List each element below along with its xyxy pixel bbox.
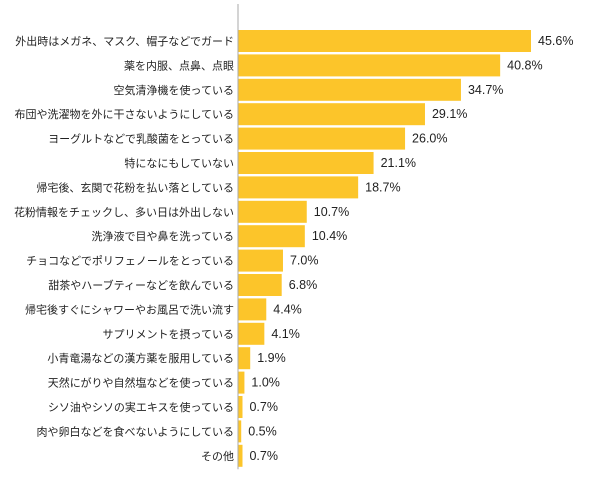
bar-14: [238, 347, 251, 370]
category-label: 小青竜湯などの漢方薬を服用している: [47, 351, 234, 365]
category-labels: 外出時はメガネ、マスク、帽子などでガード薬を内服、点鼻、点眼空気清浄機を使ってい…: [14, 34, 234, 463]
value-label: 10.4%: [312, 229, 347, 243]
category-label: 布団や洗濯物を外に干さないようにしている: [15, 107, 234, 121]
category-label: 空気清浄機を使っている: [114, 83, 234, 97]
category-label: 天然にがりや自然塩などを使っている: [48, 376, 234, 390]
category-label: 肉や卵白などを食べないようにしている: [37, 424, 234, 438]
bar-7: [238, 176, 359, 199]
value-label: 4.1%: [271, 327, 300, 341]
bar-15: [238, 371, 245, 394]
category-label: 花粉情報をチェックし、多い日は外出しない: [14, 205, 234, 219]
value-label: 34.7%: [468, 83, 503, 97]
value-label: 1.0%: [251, 376, 280, 390]
bar-6: [238, 152, 374, 174]
category-label: 外出時はメガネ、マスク、帽子などでガード: [15, 34, 234, 48]
value-label: 0.7%: [249, 449, 278, 463]
category-label: 洗浄液で目や鼻を洗っている: [92, 229, 234, 243]
value-label: 26.0%: [412, 132, 447, 146]
category-label: その他: [201, 450, 234, 463]
category-label: ヨーグルトなどで乳酸菌をとっている: [48, 132, 234, 146]
value-label: 1.9%: [257, 351, 286, 365]
category-label: 薬を内服、点鼻、点眼: [124, 58, 234, 72]
bar-9: [238, 225, 305, 248]
category-label: チョコなどでポリフェノールをとっている: [26, 255, 234, 268]
bar-1: [238, 30, 531, 52]
value-label: 45.6%: [538, 34, 573, 48]
bar-16: [238, 396, 243, 418]
bar-4: [238, 103, 425, 126]
category-label: サプリメントを摂っている: [103, 327, 234, 341]
bars-group: [238, 30, 531, 467]
bar-17: [238, 420, 242, 443]
value-label: 21.1%: [381, 156, 416, 170]
bar-5: [238, 127, 406, 150]
category-label: 甜茶やハーブティーなどを飲んでいる: [48, 278, 234, 292]
bar-18: [238, 444, 243, 467]
bar-2: [238, 54, 501, 77]
value-label: 40.8%: [507, 58, 542, 72]
bar-8: [238, 200, 307, 223]
category-label: 帰宅後すぐにシャワーやお風呂で洗い流す: [25, 302, 234, 316]
bar-11: [238, 274, 282, 296]
value-label: 29.1%: [432, 107, 467, 121]
value-label: 4.4%: [273, 302, 302, 316]
value-label: 18.7%: [365, 180, 400, 194]
value-label: 6.8%: [289, 278, 318, 292]
category-label: 帰宅後、玄関で花粉を払い落としている: [36, 180, 234, 194]
bar-10: [238, 249, 283, 272]
value-label: 7.0%: [290, 254, 319, 268]
value-label: 0.5%: [248, 424, 276, 438]
bar-13: [238, 322, 265, 345]
value-label: 10.7%: [314, 205, 349, 219]
category-label: シソ油やシソの実エキスを使っている: [48, 400, 234, 414]
bar-3: [238, 78, 461, 101]
value-labels: 45.6% 40.8% 34.7%29.1% 26.0% 21.1% 18.7% 10.7%…: [248, 34, 573, 463]
value-label: 0.7%: [249, 400, 278, 414]
bar-12: [238, 298, 267, 321]
category-label: 特になにもしていない: [124, 156, 234, 170]
